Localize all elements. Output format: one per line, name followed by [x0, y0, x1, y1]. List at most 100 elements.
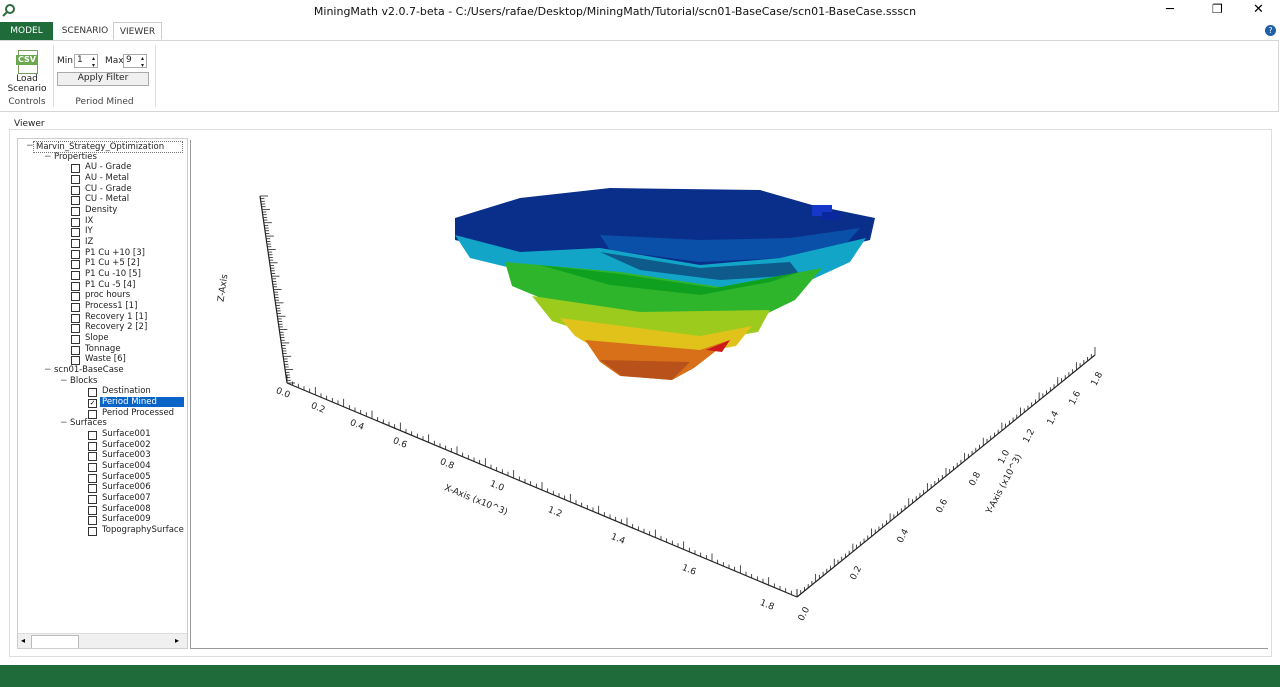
- checkbox[interactable]: [71, 164, 80, 174]
- tree-item[interactable]: Surface009: [102, 514, 151, 525]
- csv-icon[interactable]: CSV: [16, 50, 38, 74]
- checkbox[interactable]: [71, 281, 80, 291]
- minimize-button[interactable]: ─: [1166, 2, 1174, 17]
- tree-item[interactable]: Waste [6]: [85, 354, 126, 365]
- checkbox[interactable]: [71, 292, 80, 302]
- tree-item[interactable]: proc hours: [85, 290, 131, 301]
- tree-item[interactable]: IY: [85, 226, 93, 237]
- tree-item[interactable]: CU - Grade: [85, 183, 132, 194]
- expand-toggle[interactable]: −: [44, 365, 52, 376]
- checkbox[interactable]: [71, 217, 80, 227]
- tree-item[interactable]: Surface003: [102, 450, 151, 461]
- checkbox[interactable]: [71, 345, 80, 355]
- tree-item[interactable]: Recovery 2 [2]: [85, 322, 148, 333]
- tree-item[interactable]: Period Processed: [102, 407, 175, 418]
- tree-item[interactable]: Process1 [1]: [85, 301, 138, 312]
- status-bar: [0, 665, 1280, 687]
- checkbox[interactable]: [88, 388, 97, 398]
- expand-toggle[interactable]: −: [60, 418, 68, 429]
- y-tick-label: 0.6: [935, 497, 951, 515]
- ribbon-panel: CSV Load Scenario Controls Min 1 ▴ ▾ Max 9…: [0, 40, 1279, 112]
- tree-item[interactable]: TopographySurface: [102, 525, 184, 536]
- ribbon-tab[interactable]: SCENARIO: [61, 26, 109, 36]
- tree-item[interactable]: Surface001: [102, 429, 151, 440]
- checkbox[interactable]: [71, 249, 80, 259]
- tree-item[interactable]: IX: [85, 215, 94, 226]
- tree-item[interactable]: Tonnage: [85, 343, 121, 354]
- tree-item[interactable]: Surface005: [102, 471, 151, 482]
- block-model: [455, 188, 875, 380]
- x-tick-label: 1.2: [546, 505, 563, 520]
- tree-item[interactable]: AU - Metal: [85, 173, 129, 183]
- horizontal-scrollbar[interactable]: ◂ ▸: [18, 633, 187, 648]
- tree-item[interactable]: Surface006: [102, 482, 151, 493]
- checkbox[interactable]: [88, 484, 97, 494]
- load-button-label[interactable]: Load: [16, 74, 38, 84]
- tree-item[interactable]: P1 Cu +10 [3]: [85, 247, 145, 258]
- checkbox[interactable]: [71, 239, 80, 249]
- checkbox[interactable]: [88, 431, 97, 441]
- maximize-button[interactable]: ❐: [1212, 2, 1223, 16]
- checkbox[interactable]: [71, 207, 80, 217]
- tree-item[interactable]: AU - Grade: [85, 162, 132, 173]
- max-spinbox[interactable]: 9 ▴ ▾: [123, 54, 147, 69]
- tree-item[interactable]: Slope: [85, 333, 109, 344]
- checkbox[interactable]: [71, 175, 80, 184]
- help-button[interactable]: ?: [1265, 25, 1276, 36]
- ribbon-tab[interactable]: MODEL: [0, 22, 53, 40]
- tree-item[interactable]: IZ: [85, 237, 94, 248]
- checkbox[interactable]: [88, 463, 97, 473]
- checkbox[interactable]: [88, 527, 97, 537]
- tree-item[interactable]: Period Mined: [100, 397, 184, 408]
- checkbox[interactable]: [71, 356, 80, 366]
- checkbox[interactable]: [71, 185, 80, 195]
- tree-item[interactable]: Surface008: [102, 503, 151, 514]
- checkbox[interactable]: [88, 441, 97, 451]
- tree-item[interactable]: Density: [85, 205, 118, 216]
- close-button[interactable]: ✕: [1253, 2, 1264, 17]
- checkbox[interactable]: [71, 313, 80, 323]
- checkbox[interactable]: [71, 335, 80, 345]
- ribbon-tab[interactable]: VIEWER: [113, 22, 162, 40]
- checkbox[interactable]: [88, 409, 97, 419]
- title-bar: MiningMath v2.0.7-beta - C:/Users/rafae/…: [0, 0, 1280, 22]
- tree-node[interactable]: Blocks: [70, 375, 98, 386]
- checkbox[interactable]: [88, 452, 97, 462]
- tree-item[interactable]: Surface004: [102, 461, 151, 472]
- x-tick-label: 1.0: [488, 479, 505, 494]
- viewer-label: Viewer: [12, 119, 47, 129]
- tree-item[interactable]: P1 Cu +5 [2]: [85, 258, 140, 269]
- checkbox[interactable]: [71, 228, 80, 238]
- tree-node[interactable]: Properties: [54, 151, 97, 162]
- checkbox[interactable]: [88, 495, 97, 505]
- x-tick-label: 0.4: [348, 418, 365, 433]
- expand-toggle[interactable]: −: [44, 151, 52, 162]
- tree-item[interactable]: P1 Cu -5 [4]: [85, 279, 136, 290]
- checkbox[interactable]: [88, 505, 97, 515]
- expand-toggle[interactable]: −: [26, 141, 34, 151]
- checkbox[interactable]: [88, 473, 97, 483]
- y-tick-label: 0.4: [896, 527, 912, 545]
- checkbox[interactable]: [71, 324, 80, 334]
- tree-node[interactable]: Marvin_Strategy_Optimization: [33, 141, 183, 153]
- checkbox[interactable]: [88, 516, 97, 526]
- tree-item[interactable]: Destination: [102, 386, 151, 397]
- tree-item[interactable]: Surface002: [102, 439, 151, 450]
- tree-item[interactable]: Recovery 1 [1]: [85, 311, 148, 322]
- tree-item[interactable]: Surface007: [102, 493, 151, 504]
- x-tick-label: 0.0: [274, 386, 291, 401]
- tree-item[interactable]: CU - Metal: [85, 194, 130, 205]
- load-button-label[interactable]: Scenario: [7, 84, 47, 94]
- tree-node[interactable]: scn01-BaseCase: [54, 365, 124, 376]
- min-spinbox[interactable]: 1 ▴ ▾: [74, 54, 98, 69]
- checkbox[interactable]: [71, 271, 80, 281]
- checkbox[interactable]: [71, 260, 80, 270]
- apply-filter-button[interactable]: Apply Filter: [57, 72, 149, 86]
- expand-toggle[interactable]: −: [60, 375, 68, 386]
- checkbox[interactable]: [71, 303, 80, 313]
- 3d-viewer[interactable]: 0.0 0.2 0.4 0.6 0.8 1.0 1.2 1.4 1.6 1.8 0.0 0.2 0.4 0…: [190, 140, 1268, 650]
- tree-item[interactable]: P1 Cu -10 [5]: [85, 269, 141, 280]
- checkbox[interactable]: ✓: [88, 399, 97, 409]
- tree-node[interactable]: Surfaces: [70, 418, 107, 429]
- checkbox[interactable]: [71, 196, 80, 206]
